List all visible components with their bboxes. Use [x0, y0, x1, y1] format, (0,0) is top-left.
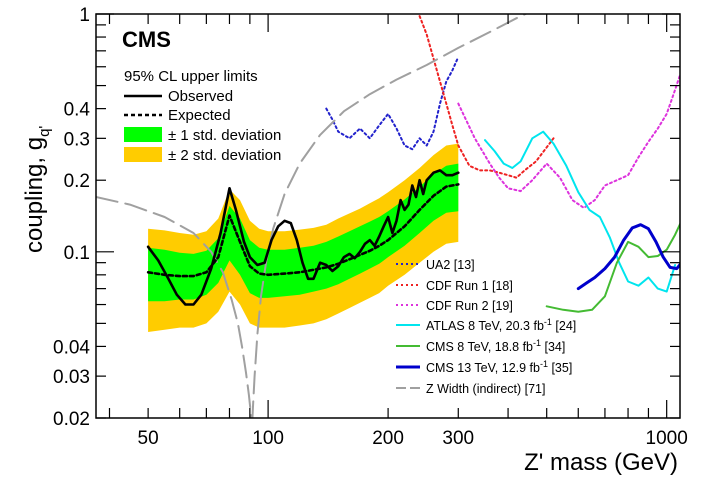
x-tick-label: 50	[138, 428, 159, 449]
legend-top: Observed Expected ± 1 std. deviation ± 2 st…	[124, 88, 281, 164]
legend-label: CDF Run 2 [19]	[426, 299, 513, 313]
y-tick-label: 1	[79, 5, 90, 26]
legend-swatch	[124, 127, 162, 142]
uncertainty-bands	[148, 143, 459, 332]
legend-label: UA2 [13]	[426, 258, 475, 272]
band-1sigma	[148, 163, 459, 302]
x-tick-label: 100	[252, 428, 284, 449]
series-z-width-indirect-71	[96, 196, 253, 418]
x-axis-title: Z' mass (GeV)	[524, 449, 678, 476]
series-z-width-indirect-71-upper-branch	[251, 14, 528, 418]
y-axis-title-sub: q'	[36, 126, 53, 137]
cl-subtitle: 95% CL upper limits	[124, 68, 258, 85]
legend-label: ATLAS 8 TeV, 20.3 fb-1 [24]	[426, 317, 576, 333]
x-tick-label: 200	[372, 428, 404, 449]
legend-label: Expected	[168, 107, 231, 124]
series-observed	[146, 169, 460, 306]
legend-label: ± 1 std. deviation	[168, 127, 281, 144]
legend-bottom: UA2 [13] CDF Run 1 [18] CDF Run 2 [19] ATLA…	[396, 258, 576, 396]
axis-ticks	[96, 13, 680, 419]
legend-label: Observed	[168, 88, 233, 105]
legend-swatch	[124, 147, 162, 162]
y-tick-label: 0.1	[64, 243, 90, 264]
legend-label: ± 2 std. deviation	[168, 147, 281, 164]
legend-label: Z Width (indirect) [71]	[426, 382, 545, 396]
experiment-label: CMS	[122, 27, 171, 52]
series-atlas-8-tev-20-3-fb-1-24	[484, 130, 677, 293]
y-tick-label: 0.03	[53, 367, 90, 388]
y-tick-label: 0.02	[53, 409, 90, 430]
y-axis-title: coupling, g	[21, 137, 48, 253]
y-tick-label: 0.2	[64, 171, 90, 192]
svg-text:coupling, gq': coupling, gq'	[21, 126, 53, 253]
x-tick-label: 300	[442, 428, 474, 449]
legend-label: CMS 13 TeV, 12.9 fb-1 [35]	[426, 359, 572, 375]
series-cdf-run-1-18	[418, 15, 555, 179]
legend-label: CMS 8 TeV, 18.8 fb-1 [34]	[426, 338, 565, 354]
y-tick-label: 0.04	[53, 337, 90, 358]
series-cms-13-tev-12-9-fb-1-35	[576, 223, 680, 291]
y-axis-title-group: coupling, gq'	[21, 126, 53, 253]
tick-labels: 50 100 200 300 1000 0.02 0.03 0.04 0.1 0.2 0.3 0.4 1	[53, 5, 688, 449]
legend-label: CDF Run 1 [18]	[426, 279, 513, 293]
limit-curves	[96, 14, 680, 418]
x-tick-label: 1000	[646, 428, 688, 449]
band-2sigma	[148, 143, 459, 332]
series-ua2-13	[325, 55, 460, 151]
series-cms-8-tev-18-8-fb-1-34	[545, 221, 680, 313]
y-tick-label: 0.3	[64, 129, 90, 150]
series-cdf-run-2-19	[457, 71, 680, 209]
y-tick-label: 0.4	[64, 100, 91, 121]
